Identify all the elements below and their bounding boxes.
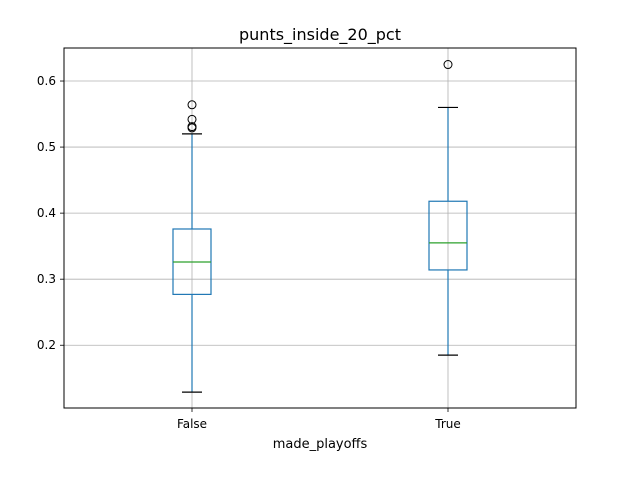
y-tick-label: 0.5: [37, 140, 56, 154]
x-tick-label: False: [177, 417, 207, 431]
outlier-point: [187, 114, 197, 124]
x-tick-label: True: [434, 417, 461, 431]
outlier-point: [443, 60, 453, 70]
y-tick-label: 0.2: [37, 338, 56, 352]
tick-layer: 0.2 0.3 0.4 0.5 0.6 False True: [37, 74, 461, 431]
plot-frame: [63, 47, 577, 409]
grid-layer: [64, 48, 576, 408]
y-tick-label: 0.4: [37, 206, 56, 220]
outlier-point: [187, 122, 197, 132]
y-tick-label: 0.6: [37, 74, 56, 88]
box-layer: [172, 60, 468, 393]
outlier-point: [187, 100, 197, 110]
box-iqr: [428, 200, 468, 271]
y-tick-label: 0.3: [37, 272, 56, 286]
x-axis-label: made_playoffs: [273, 437, 368, 452]
chart-title: punts_inside_20_pct: [239, 25, 401, 45]
